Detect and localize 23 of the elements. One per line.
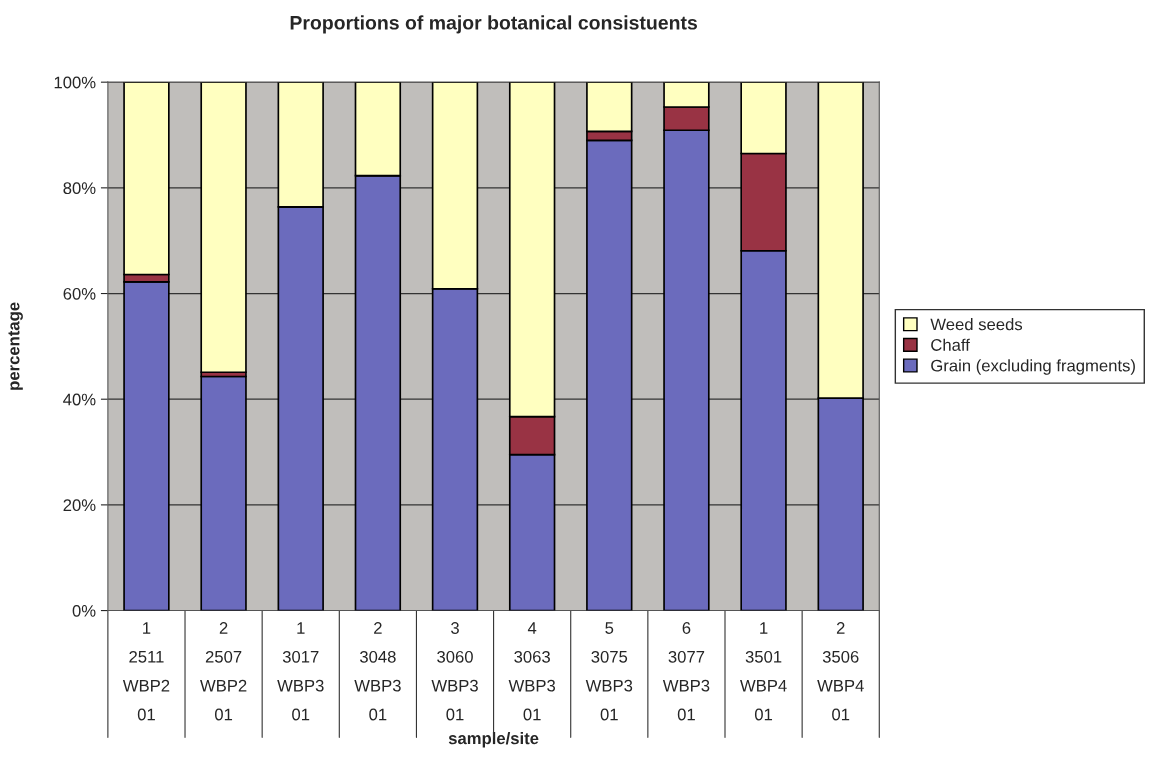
x-tick-label: 4 3063 WBP3 01 (508, 622, 556, 721)
y-tick-label: 100% (54, 76, 96, 89)
bar (200, 375, 247, 611)
x-tick-label: 6 3077 WBP3 01 (662, 622, 710, 721)
y-tick-label: 80% (63, 182, 96, 195)
x-axis-title: sample/site (448, 732, 539, 748)
bar (200, 82, 247, 374)
legend-label: Grain (excluding fragments) (931, 359, 1135, 375)
y-tick-label: 60% (63, 287, 96, 300)
x-tick-label: 1 3017 WBP3 01 (277, 622, 324, 721)
x-tick-label: 5 3075 WBP3 01 (585, 622, 633, 721)
legend-label: Weed seeds (930, 318, 1023, 331)
x-tick-label: 2 2507 WBP2 01 (200, 622, 247, 721)
legend-label: Chaff (931, 338, 970, 351)
x-tick-label: 2 3048 WBP3 01 (354, 622, 401, 721)
x-tick-label: 2 3506 WBP4 01 (817, 622, 864, 721)
y-tick-label: 40% (63, 393, 96, 406)
x-tick-label: 1 2511 WBP2 01 (122, 622, 170, 721)
y-tick-label: 20% (63, 499, 96, 512)
x-tick-label: 1 3501 WBP4 01 (740, 622, 787, 721)
chart-title: Proportions of major botanical consistuents (290, 15, 697, 34)
y-tick-label: 0% (72, 604, 96, 617)
y-axis-title: percentage (8, 302, 23, 390)
